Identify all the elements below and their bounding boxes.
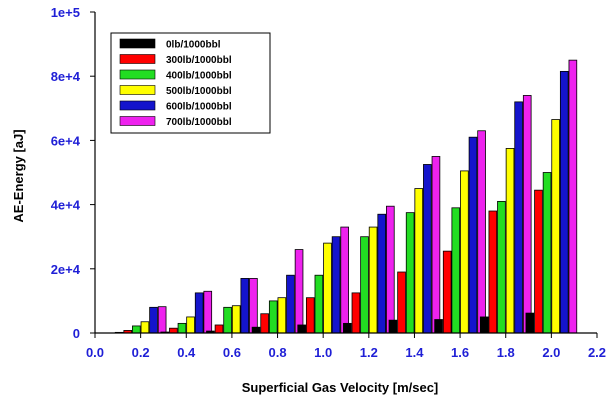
x-tick-label: 0.6 (223, 345, 241, 360)
bar-400lb-1000bbl-x2 (542, 172, 552, 334)
bar-500lb-1000bbl-x0.4 (186, 316, 195, 334)
bar-400lb-1000bbl-x1 (314, 274, 324, 334)
x-axis-ticks: 0.0 0.2 0.4 0.6 0.8 1.0 1.2 1.4 1.6 1.8 2.0 2.2 (86, 333, 606, 360)
bar-400lb-1000bbl-x0.2 (132, 325, 141, 334)
x-tick-label: 0.2 (132, 345, 150, 360)
axes-group (94, 12, 597, 334)
legend-swatch (119, 116, 156, 126)
x-tick-label: 0.4 (177, 345, 196, 360)
x-tick-label: 1.4 (405, 345, 424, 360)
bar-600lb-1000bbl-x0.6 (240, 278, 250, 334)
bar-500lb-1000bbl-x0.6 (231, 305, 241, 334)
bar-500lb-1000bbl-x1.2 (368, 226, 378, 334)
legend-label: 300lb/1000bbl (166, 55, 232, 66)
bar-300lb-1000bbl-x1.4 (397, 271, 406, 334)
bar-700lb-1000bbl-x2 (568, 59, 578, 334)
legend-swatch (119, 85, 156, 95)
y-tick-label: 2e+4 (51, 262, 81, 277)
legend-label: 500lb/1000bbl (166, 86, 232, 97)
bar-600lb-1000bbl-x1.4 (423, 164, 432, 334)
bar-700lb-1000bbl-x1.8 (522, 95, 532, 334)
bar-400lb-1000bbl-x1.4 (405, 212, 415, 334)
bar-700lb-1000bbl-x1 (340, 226, 349, 334)
bar-700lb-1000bbl-x0.4 (203, 290, 213, 334)
bar-500lb-1000bbl-x2 (551, 119, 560, 334)
x-tick-label: 0.0 (86, 345, 104, 360)
x-tick-label: 0.8 (269, 345, 287, 360)
bar-0lb-1000bbl-x1.8 (479, 316, 489, 334)
legend-label: 700lb/1000bbl (166, 117, 232, 128)
bar-500lb-1000bbl-x1.8 (505, 148, 515, 334)
bar-600lb-1000bbl-x0.2 (149, 306, 158, 334)
bar-400lb-1000bbl-x1.2 (360, 236, 369, 334)
bar-300lb-1000bbl-x0.8 (260, 313, 269, 334)
x-tick-label: 2.0 (542, 345, 560, 360)
bar-700lb-1000bbl-x1.4 (431, 156, 441, 334)
bar-0lb-1000bbl-x1.2 (343, 322, 352, 334)
bar-300lb-1000bbl-x1 (305, 297, 315, 334)
x-tick-label: 1.6 (451, 345, 469, 360)
legend-swatch (119, 38, 156, 49)
bar-700lb-1000bbl-x0.8 (294, 249, 304, 334)
bar-0lb-1000bbl-x0.8 (251, 326, 261, 334)
bar-500lb-1000bbl-x1.4 (414, 188, 424, 334)
x-tick-label: 1.8 (497, 345, 515, 360)
y-axis-ticks: 0 2e+4 4e+4 6e+4 8e+4 1e+5 (51, 5, 95, 341)
legend-box (110, 32, 271, 134)
bar-700lb-1000bbl-x0.6 (249, 278, 258, 334)
bars-group (114, 59, 578, 334)
legend: 0lb/1000bbl 300lb/1000bbl 400lb/1000bbl 500… (110, 32, 271, 134)
bar-0lb-1000bbl-x1.4 (388, 319, 398, 334)
bar-300lb-1000bbl-x1.8 (488, 210, 498, 334)
bar-600lb-1000bbl-x2 (559, 70, 569, 334)
bar-300lb-1000bbl-x0.6 (214, 324, 224, 334)
x-tick-label: 2.2 (588, 345, 606, 360)
bar-700lb-1000bbl-x1.2 (386, 205, 395, 334)
bar-300lb-1000bbl-x1.6 (442, 250, 452, 334)
bar-300lb-1000bbl-x2 (534, 189, 543, 334)
bar-400lb-1000bbl-x1.6 (451, 207, 461, 334)
bar-400lb-1000bbl-x0.4 (177, 322, 187, 334)
x-tick-label: 1.2 (360, 345, 378, 360)
bar-400lb-1000bbl-x1.8 (497, 200, 506, 334)
bar-300lb-1000bbl-x1.2 (351, 292, 361, 334)
legend-swatch (119, 69, 156, 80)
bar-700lb-1000bbl-x0.2 (157, 306, 167, 334)
bar-0lb-1000bbl-x2 (525, 312, 535, 334)
y-tick-label: 6e+4 (51, 133, 81, 148)
bar-400lb-1000bbl-x0.6 (223, 306, 232, 334)
bar-0lb-1000bbl-x1.6 (434, 319, 443, 334)
bar-500lb-1000bbl-x1 (323, 242, 332, 334)
legend-label: 0lb/1000bbl (166, 40, 221, 51)
y-tick-label: 0 (73, 326, 80, 341)
bar-600lb-1000bbl-x1.6 (468, 136, 478, 334)
bar-500lb-1000bbl-x1.6 (460, 170, 469, 334)
bar-600lb-1000bbl-x0.8 (286, 274, 295, 334)
y-tick-label: 4e+4 (51, 198, 81, 213)
y-tick-label: 8e+4 (51, 69, 81, 84)
y-tick-label: 1e+5 (51, 5, 80, 20)
x-tick-label: 1.0 (314, 345, 332, 360)
bar-600lb-1000bbl-x1.8 (514, 101, 523, 334)
bar-600lb-1000bbl-x1.2 (377, 213, 387, 334)
bar-400lb-1000bbl-x0.8 (268, 300, 278, 334)
legend-swatch (119, 100, 156, 111)
bar-500lb-1000bbl-x0.8 (277, 297, 287, 334)
legend-swatch (119, 54, 156, 64)
bar-600lb-1000bbl-x1 (331, 236, 341, 334)
bar-300lb-1000bbl-x0.4 (169, 327, 178, 334)
bar-500lb-1000bbl-x0.2 (140, 321, 150, 334)
bar-0lb-1000bbl-x1 (297, 324, 306, 334)
y-axis-title: AE-Energy [aJ] (11, 129, 26, 222)
legend-label: 400lb/1000bbl (166, 71, 232, 82)
bar-600lb-1000bbl-x0.4 (194, 292, 204, 334)
x-axis-title: Superficial Gas Velocity [m/sec] (242, 380, 439, 395)
legend-label: 600lb/1000bbl (166, 102, 232, 113)
bar-700lb-1000bbl-x1.6 (477, 130, 486, 334)
